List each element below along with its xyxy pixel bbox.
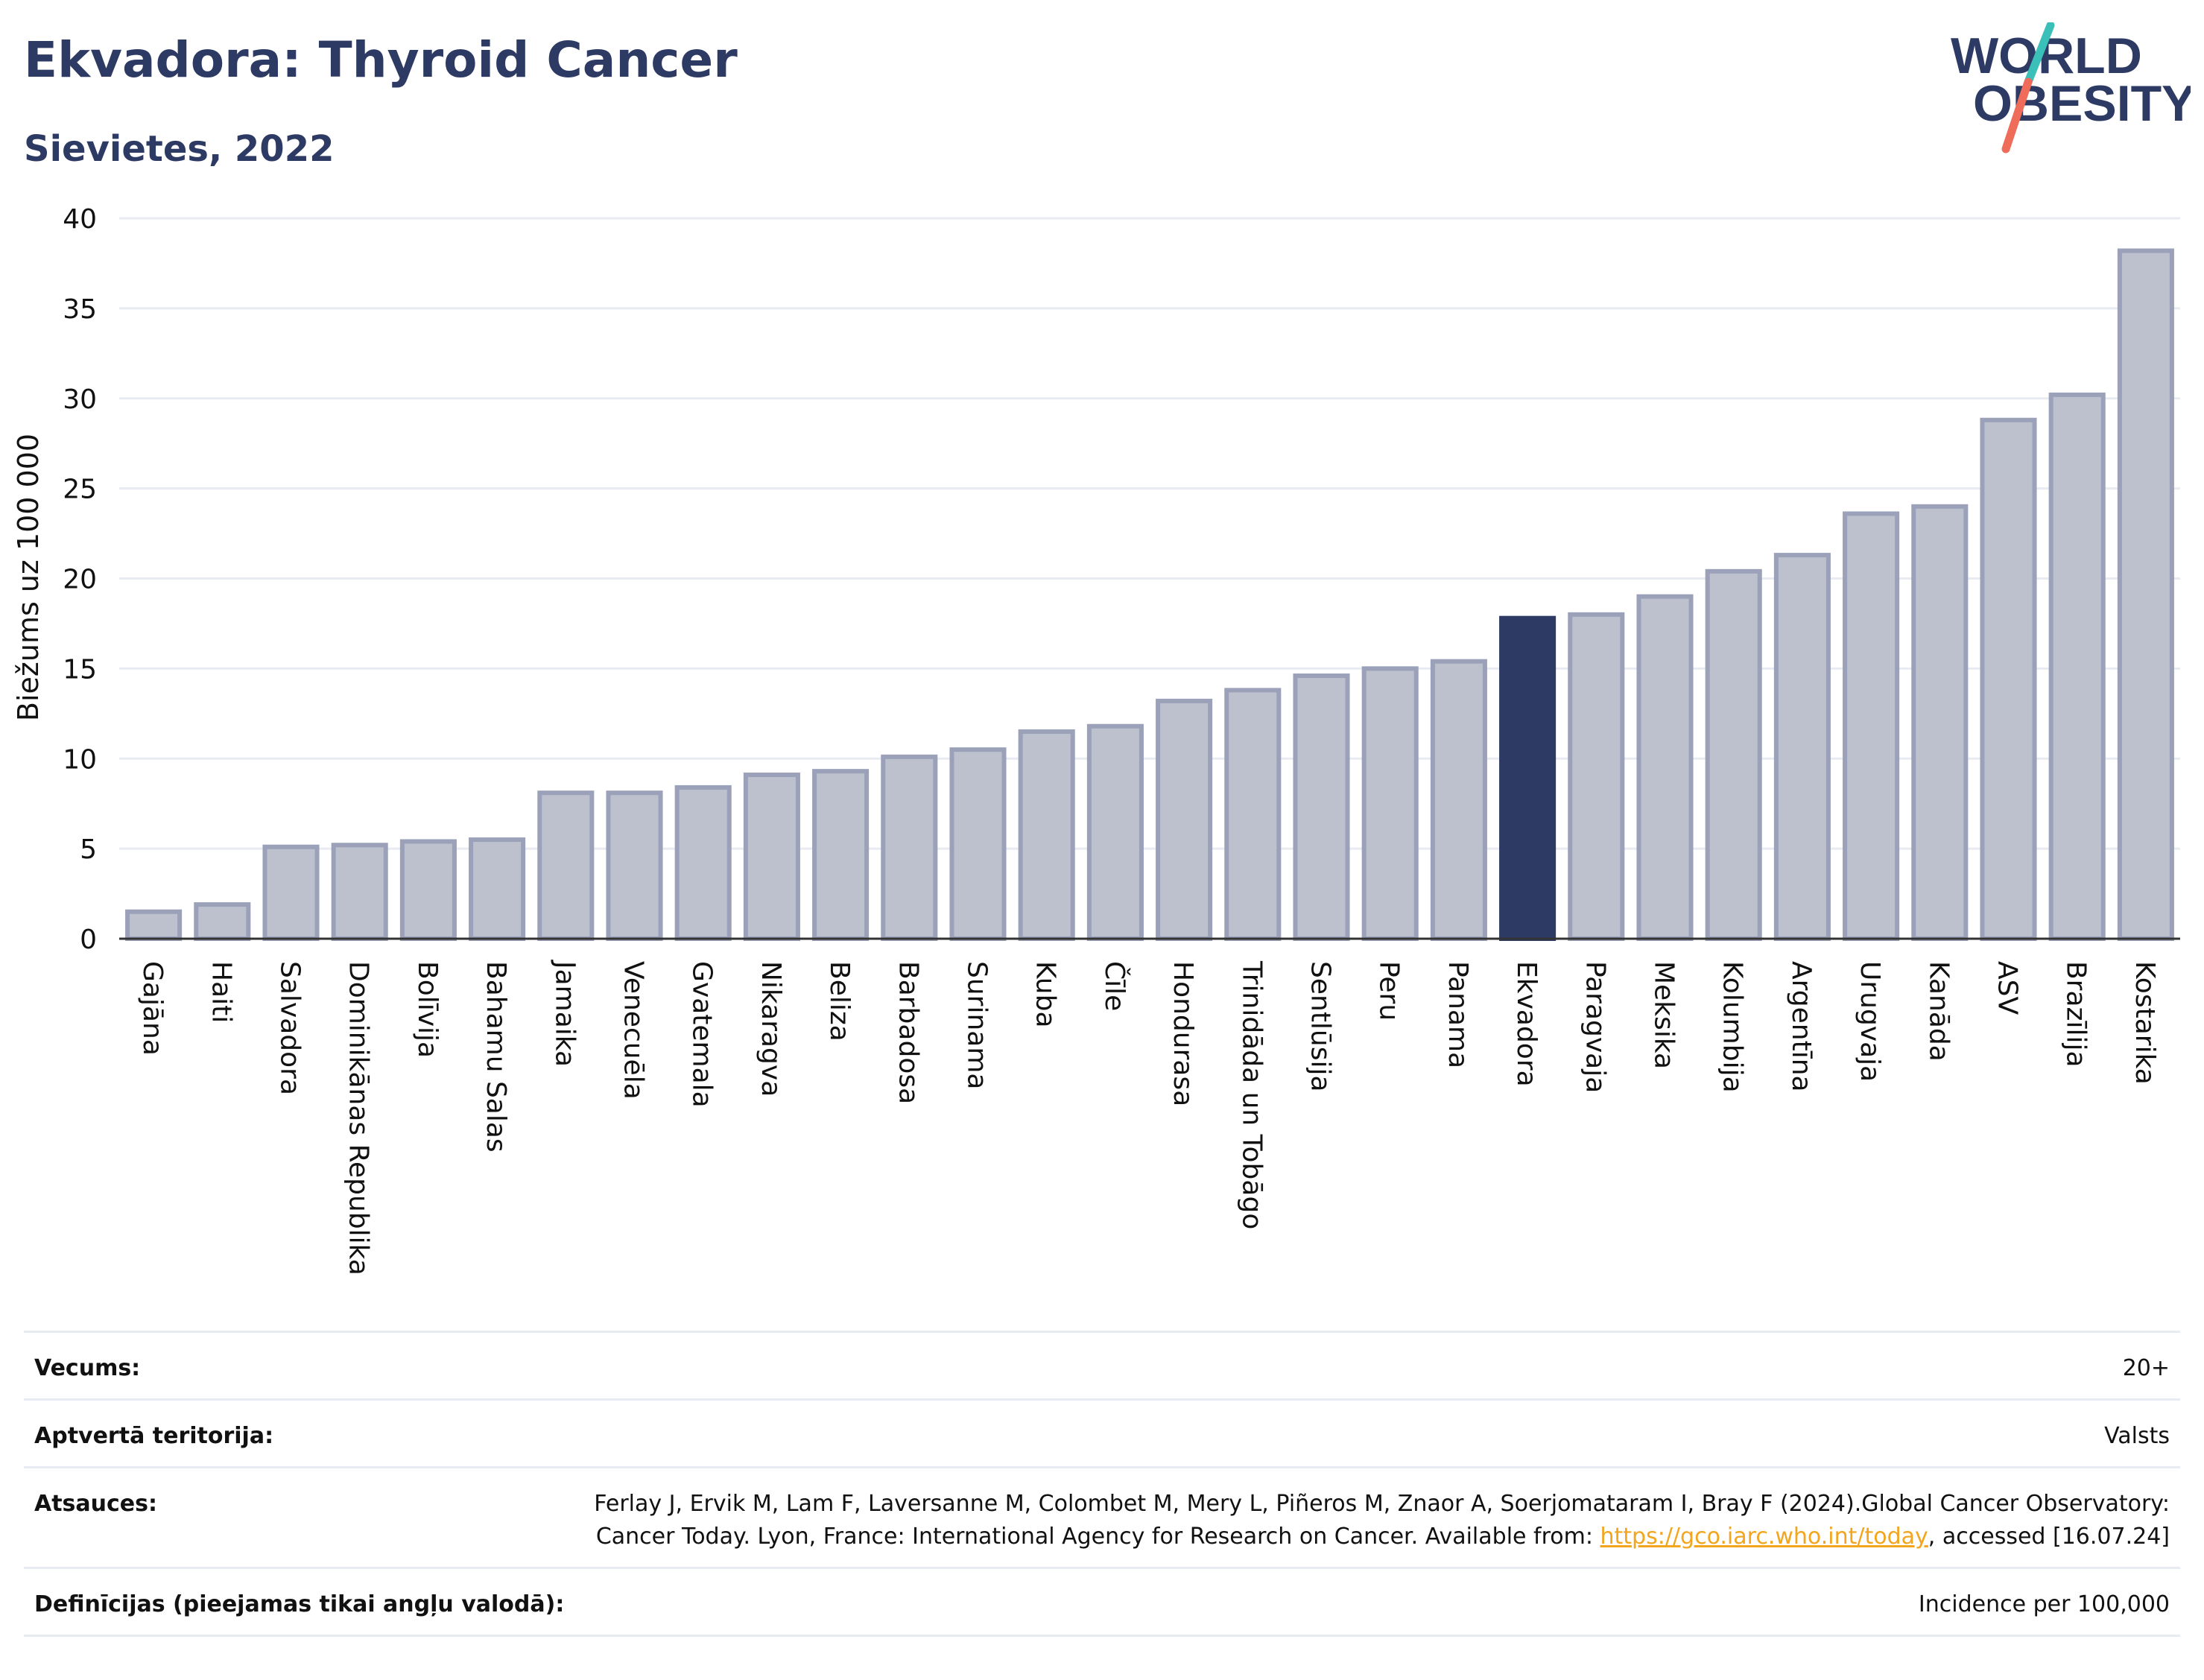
- bar: [674, 784, 732, 942]
- y-tick-label: 25: [63, 475, 97, 505]
- y-tick-label: 35: [63, 294, 97, 325]
- page-subtitle: Sievietes, 2022: [24, 128, 335, 170]
- page-title: Ekvadora: Thyroid Cancer: [24, 31, 738, 89]
- y-tick-label: 0: [80, 925, 97, 955]
- bars: [125, 248, 2174, 942]
- x-tick-label: ASV: [1992, 961, 2023, 1015]
- bar: [881, 754, 938, 942]
- bar: [194, 902, 251, 942]
- reference-link[interactable]: https://gco.iarc.who.int/today: [1600, 1524, 1928, 1550]
- bar-chart: 0 5 10 15 20 25 30 35 40 Gajāna Haiti Salvadora Dom…: [63, 204, 2180, 1275]
- y-tick-label: 15: [63, 654, 97, 685]
- bar-highlighted: [1499, 615, 1557, 941]
- bar: [469, 837, 526, 941]
- meta-row-references: Atsauces: Ferlay J, Ervik M, Lam F, Lave…: [24, 1466, 2180, 1567]
- bar: [125, 909, 183, 942]
- x-tick-label: Urugvaja: [1855, 961, 1885, 1082]
- meta-row-age: Vecums: 20+: [24, 1331, 2180, 1398]
- x-tick-label: Meksika: [1649, 961, 1679, 1069]
- y-axis-label: Biežums uz 100 000: [12, 433, 45, 722]
- y-tick-label: 5: [80, 834, 97, 865]
- meta-label-references: Atsauces:: [34, 1491, 157, 1517]
- meta-value-territory: Valsts: [2104, 1423, 2170, 1449]
- bar: [1156, 698, 1213, 941]
- bar: [2117, 248, 2174, 941]
- bar: [1086, 723, 1144, 941]
- x-tick-label: Bahamu Salas: [481, 961, 511, 1153]
- x-tick-label: Nikaragva: [756, 961, 786, 1097]
- x-tick-label: Sentlūsija: [1305, 961, 1336, 1092]
- x-tick-labels: Gajāna Haiti Salvadora Dominikānas Republik…: [137, 960, 2160, 1275]
- x-tick-label: Kolumbija: [1717, 961, 1748, 1093]
- bar: [537, 790, 595, 941]
- bar: [1361, 666, 1419, 941]
- bar: [1018, 729, 1075, 941]
- x-tick-label: Trinidāda un Tobāgo: [1236, 960, 1267, 1229]
- meta-value-age: 20+: [2122, 1355, 2170, 1381]
- meta-label-territory: Aptvertā teritorija:: [34, 1423, 274, 1449]
- y-tick-labels: 0 5 10 15 20 25 30 35 40: [63, 204, 97, 955]
- bar: [1843, 511, 1900, 941]
- bar: [331, 843, 388, 942]
- logo-slash-teal: [2024, 22, 2055, 86]
- x-tick-label: Salvadora: [275, 961, 305, 1095]
- bar: [1705, 568, 1762, 942]
- bar: [1636, 594, 1694, 941]
- x-tick-label: Kostarika: [2129, 961, 2160, 1085]
- x-tick-label: Peru: [1374, 961, 1405, 1021]
- x-tick-label: Gajāna: [137, 961, 168, 1056]
- bar: [743, 773, 800, 941]
- meta-label-definitions: Definīcijas (pieejamas tikai angļu valod…: [34, 1591, 565, 1617]
- y-tick-label: 40: [63, 204, 97, 235]
- x-tick-label: Čīle: [1099, 961, 1130, 1011]
- bar: [1568, 612, 1625, 941]
- x-tick-label: Kanāda: [1923, 961, 1954, 1062]
- y-tick-label: 20: [63, 565, 97, 595]
- reference-text: Ferlay J, Ervik M, Lam F, Laversanne M, …: [594, 1491, 2170, 1550]
- bar: [1911, 504, 1969, 941]
- x-tick-label: Barbadosa: [893, 961, 923, 1104]
- bar: [1224, 688, 1282, 941]
- x-tick-label: Haiti: [206, 961, 236, 1023]
- y-tick-label: 30: [63, 384, 97, 415]
- x-tick-label: Ekvadora: [1511, 961, 1542, 1087]
- world-obesity-logo: WORLD OBESITY: [1951, 22, 2191, 153]
- x-tick-label: Paragvaja: [1580, 961, 1610, 1093]
- x-tick-label: Beliza: [824, 961, 855, 1042]
- logo-slash-coral: [2001, 77, 2033, 153]
- bar: [1980, 417, 2037, 941]
- meta-label-age: Vecums:: [34, 1355, 141, 1381]
- x-tick-label: Venecuēla: [618, 961, 649, 1100]
- bar: [812, 769, 870, 941]
- meta-value-definitions: Incidence per 100,000: [1918, 1591, 2170, 1617]
- bar: [1773, 553, 1831, 941]
- bar: [1430, 659, 1487, 942]
- bar: [399, 839, 457, 941]
- x-tick-label: Dominikānas Republika: [343, 961, 374, 1275]
- bar: [262, 844, 320, 942]
- x-tick-label: Kuba: [1030, 961, 1061, 1028]
- x-tick-label: Bolīvija: [412, 961, 443, 1058]
- logo-text-obesity: OBESITY: [1973, 75, 2191, 132]
- bar: [2048, 392, 2106, 941]
- meta-value-references: Ferlay J, Ervik M, Lam F, Laversanne M, …: [568, 1488, 2170, 1553]
- x-tick-label: Hondurasa: [1168, 961, 1198, 1106]
- metadata-table: Vecums: 20+ Aptvertā teritorija: Valsts …: [24, 1331, 2180, 1637]
- x-tick-label: Surinama: [962, 961, 992, 1089]
- grid-lines: [119, 217, 2180, 850]
- meta-row-territory: Aptvertā teritorija: Valsts: [24, 1398, 2180, 1466]
- reference-accessed: , accessed [16.07.24]: [1928, 1524, 2170, 1550]
- x-tick-label: Jamaika: [549, 960, 580, 1067]
- x-tick-label: Panama: [1443, 961, 1473, 1068]
- y-tick-label: 10: [63, 744, 97, 775]
- x-tick-label: Argentīna: [1786, 961, 1817, 1092]
- x-tick-label: Gvatemala: [687, 961, 718, 1108]
- meta-row-definitions: Definīcijas (pieejamas tikai angļu valod…: [24, 1567, 2180, 1637]
- x-tick-label: Brazīlija: [2061, 961, 2091, 1068]
- bar: [1293, 673, 1350, 941]
- bar: [606, 790, 663, 941]
- bar: [949, 747, 1007, 941]
